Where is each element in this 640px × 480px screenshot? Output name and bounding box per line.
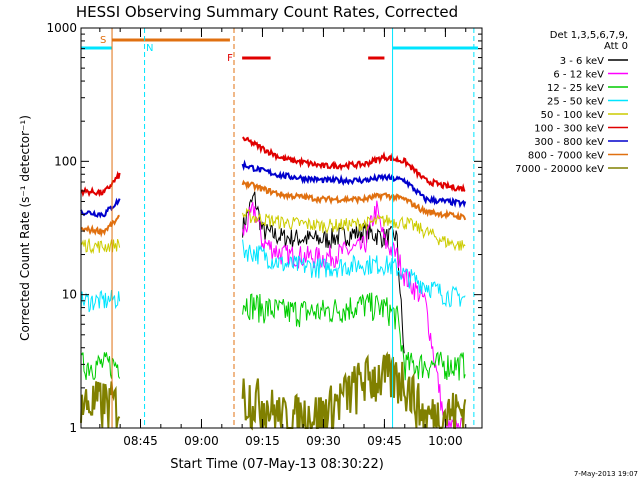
series-line-3	[80, 292, 466, 381]
n-label: N	[146, 43, 153, 54]
legend-label: 100 - 300 keV	[534, 124, 604, 135]
legend-label: 7000 - 20000 keV	[515, 164, 604, 175]
series-line-8	[80, 179, 467, 238]
y-tick-label: 100	[54, 154, 77, 168]
legend-label: 50 - 100 keV	[541, 110, 605, 121]
legend-label: 25 - 50 keV	[547, 97, 604, 108]
series-line-4	[80, 239, 466, 313]
y-axis-label: Corrected Count Rate (s⁻¹ detector⁻¹)	[18, 115, 32, 341]
legend-label: 300 - 800 keV	[534, 137, 604, 148]
legend-label: 6 - 12 keV	[553, 70, 604, 81]
series-line-9	[80, 351, 467, 431]
legend-header: Det 1,3,5,6,7,9,	[550, 30, 628, 41]
series-line-1	[242, 191, 405, 354]
chart-title: HESSI Observing Summary Count Rates, Cor…	[76, 3, 458, 21]
y-tick-label: 1	[69, 421, 77, 435]
saa-label: S	[100, 35, 106, 46]
flare-label: F	[227, 53, 233, 64]
y-tick-label: 1000	[46, 21, 77, 35]
legend-label: 12 - 25 keV	[547, 83, 604, 94]
x-axis-label: Start Time (07-May-13 08:30:22)	[170, 457, 384, 472]
series-line-7	[80, 159, 467, 219]
x-tick-label: 09:15	[245, 434, 280, 448]
series-line-2	[242, 200, 466, 429]
legend-header: Att 0	[604, 41, 628, 52]
series-line-5	[80, 207, 466, 255]
axes: 1 10 100 1000 08:45 09:00 09:15 09:30 09:45 10:00	[46, 21, 483, 448]
y-tick-label: 10	[62, 288, 77, 302]
plot-area: S N F	[80, 28, 478, 431]
x-tick-label: 08:45	[123, 434, 158, 448]
x-tick-label: 10:00	[428, 434, 463, 448]
x-tick-label: 09:45	[367, 434, 402, 448]
legend: Det 1,3,5,6,7,9,Att 03 - 6 keV 6 - 12 keV…	[515, 30, 628, 175]
x-tick-label: 09:30	[306, 434, 341, 448]
x-tick-label: 09:00	[184, 434, 219, 448]
legend-label: 800 - 7000 keV	[528, 151, 604, 162]
plot-frame	[80, 27, 483, 429]
series-line-6	[80, 136, 466, 198]
legend-label: 3 - 6 keV	[560, 56, 604, 67]
footer-date: 7-May-2013 19:07	[574, 470, 638, 478]
